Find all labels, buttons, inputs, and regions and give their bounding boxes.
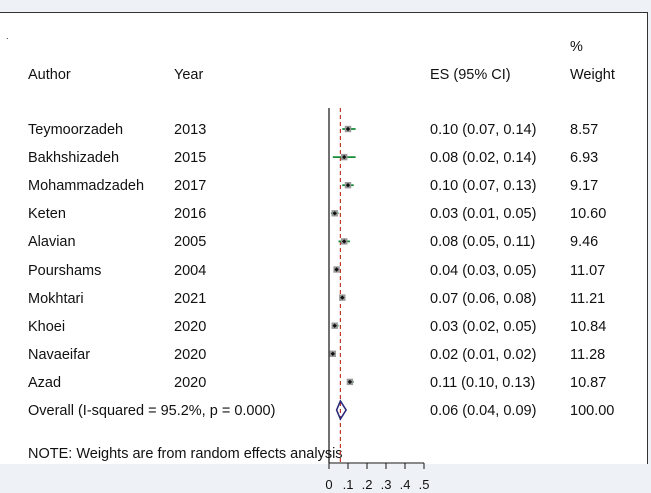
study-author: Mohammadzadeh — [28, 178, 145, 195]
study-es: 0.02 (0.01, 0.02) — [430, 346, 537, 363]
corner-mark: . — [6, 31, 9, 41]
study-year: 2021 — [174, 290, 207, 307]
study-weight: 11.07 — [570, 262, 606, 279]
study-weight: 6.93 — [570, 150, 599, 167]
x-tick-label: .5 — [419, 477, 430, 492]
study-es: 0.07 (0.06, 0.08) — [430, 290, 537, 307]
point-estimate — [342, 154, 347, 160]
overall-es: 0.06 (0.04, 0.09) — [430, 403, 537, 419]
study-author: Teymoorzadeh — [28, 122, 124, 138]
study-weight: 9.17 — [570, 178, 599, 195]
study-author: Mokhtari — [28, 290, 84, 307]
point-estimate — [345, 126, 351, 132]
study-weight: 11.28 — [570, 346, 606, 363]
study-author: Azad — [28, 374, 62, 391]
study-weight: 11.21 — [570, 290, 606, 307]
study-author: Bakhshizadeh — [28, 150, 120, 167]
study-author: Keten — [28, 206, 66, 223]
note-text: NOTE: Weights are from random effects an… — [28, 446, 343, 462]
x-tick-label: .2 — [362, 477, 373, 492]
study-es: 0.03 (0.02, 0.05) — [430, 318, 537, 335]
header-weight: Weight — [570, 67, 615, 83]
plot-panel: . % Author Year ES (95% CI) Weight Teymo… — [0, 12, 648, 464]
study-year: 2016 — [174, 206, 207, 223]
point-estimate — [340, 295, 345, 300]
study-es: 0.04 (0.03, 0.05) — [430, 262, 537, 279]
point-estimate — [347, 379, 353, 385]
point-estimate — [332, 211, 337, 216]
point-estimate — [342, 239, 347, 244]
header-year: Year — [174, 67, 204, 83]
header-weight-percent: % — [570, 39, 583, 55]
study-author: Navaeifar — [28, 346, 91, 363]
study-year: 2013 — [174, 122, 207, 138]
study-es: 0.08 (0.02, 0.14) — [430, 150, 537, 167]
study-es: 0.10 (0.07, 0.13) — [430, 178, 537, 195]
study-year: 2005 — [174, 234, 207, 251]
overall-weight: 100.00 — [570, 403, 615, 419]
study-weight: 10.60 — [570, 206, 607, 223]
study-year: 2020 — [174, 374, 207, 391]
header-author: Author — [28, 67, 71, 83]
study-weight: 10.84 — [570, 318, 607, 335]
study-author: Alavian — [28, 234, 76, 251]
study-es: 0.10 (0.07, 0.14) — [430, 122, 537, 138]
point-estimate — [345, 183, 351, 188]
overall-diamond — [335, 399, 348, 421]
study-author: Pourshams — [28, 262, 102, 279]
study-weight: 8.57 — [570, 122, 599, 138]
study-es: 0.08 (0.05, 0.11) — [430, 234, 536, 251]
study-year: 2020 — [174, 346, 207, 363]
study-year: 2017 — [174, 178, 207, 195]
point-estimate — [332, 323, 337, 328]
x-tick-label: .4 — [400, 477, 411, 492]
point-estimate — [334, 267, 339, 272]
study-author: Khoei — [28, 318, 66, 335]
study-weight: 10.87 — [570, 374, 607, 391]
study-es: 0.11 (0.10, 0.13) — [430, 374, 536, 391]
x-tick-label: .1 — [343, 477, 354, 492]
study-year: 2015 — [174, 150, 207, 167]
study-year: 2020 — [174, 318, 207, 335]
header-es: ES (95% CI) — [430, 67, 511, 83]
study-es: 0.03 (0.01, 0.05) — [430, 206, 537, 223]
x-tick-label: .3 — [381, 477, 392, 492]
study-year: 2004 — [174, 262, 207, 279]
x-tick-label: 0 — [325, 477, 332, 492]
point-estimate — [330, 351, 335, 356]
study-weight: 9.46 — [570, 234, 599, 251]
overall-label: Overall (I-squared = 95.2%, p = 0.000) — [28, 403, 276, 419]
